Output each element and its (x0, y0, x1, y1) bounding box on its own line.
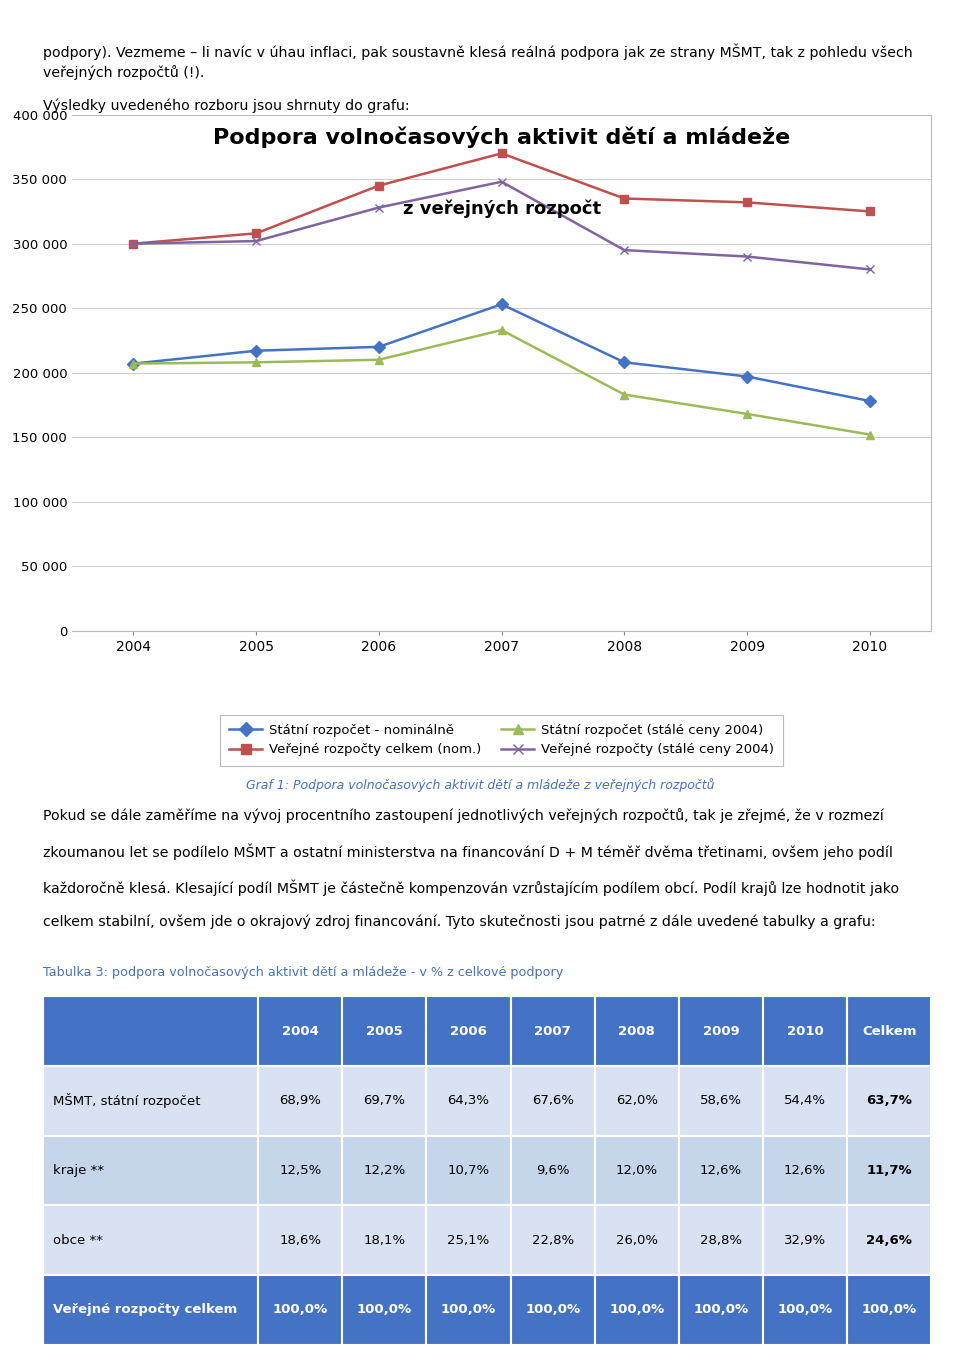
Text: 12,6%: 12,6% (700, 1164, 742, 1177)
Text: 67,6%: 67,6% (532, 1095, 574, 1107)
Text: Veřejné rozpočty celkem: Veřejné rozpočty celkem (53, 1304, 237, 1316)
Text: 100,0%: 100,0% (693, 1304, 749, 1316)
Text: 68,9%: 68,9% (279, 1095, 322, 1107)
Text: 12,5%: 12,5% (279, 1164, 322, 1177)
Text: 18,6%: 18,6% (279, 1234, 322, 1246)
Text: 12,6%: 12,6% (784, 1164, 826, 1177)
Text: 100,0%: 100,0% (273, 1304, 327, 1316)
Text: 22,8%: 22,8% (532, 1234, 574, 1246)
Text: 2010: 2010 (786, 1025, 824, 1037)
Text: 62,0%: 62,0% (615, 1095, 658, 1107)
Text: 28,8%: 28,8% (700, 1234, 742, 1246)
Text: 25,1%: 25,1% (447, 1234, 490, 1246)
Text: 12,2%: 12,2% (363, 1164, 405, 1177)
Text: zkoumanou let se podílelo MŠMT a ostatní ministerstva na financování D + M téměř: zkoumanou let se podílelo MŠMT a ostatní… (43, 844, 893, 860)
Text: Graf 1: Podpora volnočasových aktivit dětí a mládeže z veřejných rozpočtů: Graf 1: Podpora volnočasových aktivit dě… (246, 778, 714, 792)
Text: z veřejných rozpočt: z veřejných rozpočt (402, 199, 601, 218)
Text: obce **: obce ** (53, 1234, 103, 1246)
Text: MŠMT, státní rozpočet: MŠMT, státní rozpočet (53, 1093, 201, 1108)
Text: 12,0%: 12,0% (615, 1164, 658, 1177)
Text: 9,6%: 9,6% (536, 1164, 569, 1177)
Text: Podpora volnočasových aktivit dětí a mládeže: Podpora volnočasových aktivit dětí a mlá… (213, 126, 790, 147)
Text: 24,6%: 24,6% (866, 1234, 912, 1246)
Text: 2009: 2009 (703, 1025, 739, 1037)
Text: Tabulka 3: podpora volnočasových aktivit dětí a mládeže - v % z celkové podpory: Tabulka 3: podpora volnočasových aktivit… (43, 966, 564, 980)
Text: 58,6%: 58,6% (700, 1095, 742, 1107)
Text: 2005: 2005 (366, 1025, 403, 1037)
Text: celkem stabilní, ovšem jde o okrajový zdroj financování. Tyto skutečnosti jsou p: celkem stabilní, ovšem jde o okrajový zd… (43, 915, 876, 930)
Text: každoročně klesá. Klesající podíl MŠMT je částečně kompenzován vzrůstajícím podí: každoročně klesá. Klesající podíl MŠMT j… (43, 879, 900, 895)
Text: 54,4%: 54,4% (784, 1095, 826, 1107)
Text: 2008: 2008 (618, 1025, 655, 1037)
Text: 2006: 2006 (450, 1025, 487, 1037)
Text: 100,0%: 100,0% (610, 1304, 664, 1316)
Text: 100,0%: 100,0% (441, 1304, 496, 1316)
Text: 32,9%: 32,9% (784, 1234, 826, 1246)
Text: 2004: 2004 (282, 1025, 319, 1037)
Text: Stránka 8 z 31: Stránka 8 z 31 (834, 1331, 931, 1345)
Text: 100,0%: 100,0% (357, 1304, 412, 1316)
Text: Celkem: Celkem (862, 1025, 917, 1037)
Text: kraje **: kraje ** (53, 1164, 104, 1177)
Text: Pokud se dále zaměříme na vývoj procentního zastoupení jednotlivých veřejných ro: Pokud se dále zaměříme na vývoj procentn… (43, 808, 884, 823)
Text: 100,0%: 100,0% (525, 1304, 580, 1316)
Text: 11,7%: 11,7% (866, 1164, 912, 1177)
Text: 100,0%: 100,0% (778, 1304, 832, 1316)
Text: 64,3%: 64,3% (447, 1095, 490, 1107)
Text: 10,7%: 10,7% (447, 1164, 490, 1177)
Legend: Státní rozpočet - nominálně, Veřejné rozpočty celkem (nom.), Státní rozpočet (st: Státní rozpočet - nominálně, Veřejné roz… (220, 715, 783, 766)
Text: 2007: 2007 (535, 1025, 571, 1037)
Text: 26,0%: 26,0% (615, 1234, 658, 1246)
Text: podpory). Vezmeme – li navíc v úhau inflaci, pak soustavně klesá reálná podpora : podpory). Vezmeme – li navíc v úhau infl… (43, 44, 913, 60)
Text: 100,0%: 100,0% (861, 1304, 917, 1316)
Text: veřejných rozpočtů (!).: veřejných rozpočtů (!). (43, 66, 204, 81)
Text: 18,1%: 18,1% (363, 1234, 405, 1246)
Text: 69,7%: 69,7% (364, 1095, 405, 1107)
Text: Výsledky uvedeného rozboru jsou shrnuty do grafu:: Výsledky uvedeného rozboru jsou shrnuty … (43, 98, 410, 113)
Text: 63,7%: 63,7% (866, 1095, 912, 1107)
